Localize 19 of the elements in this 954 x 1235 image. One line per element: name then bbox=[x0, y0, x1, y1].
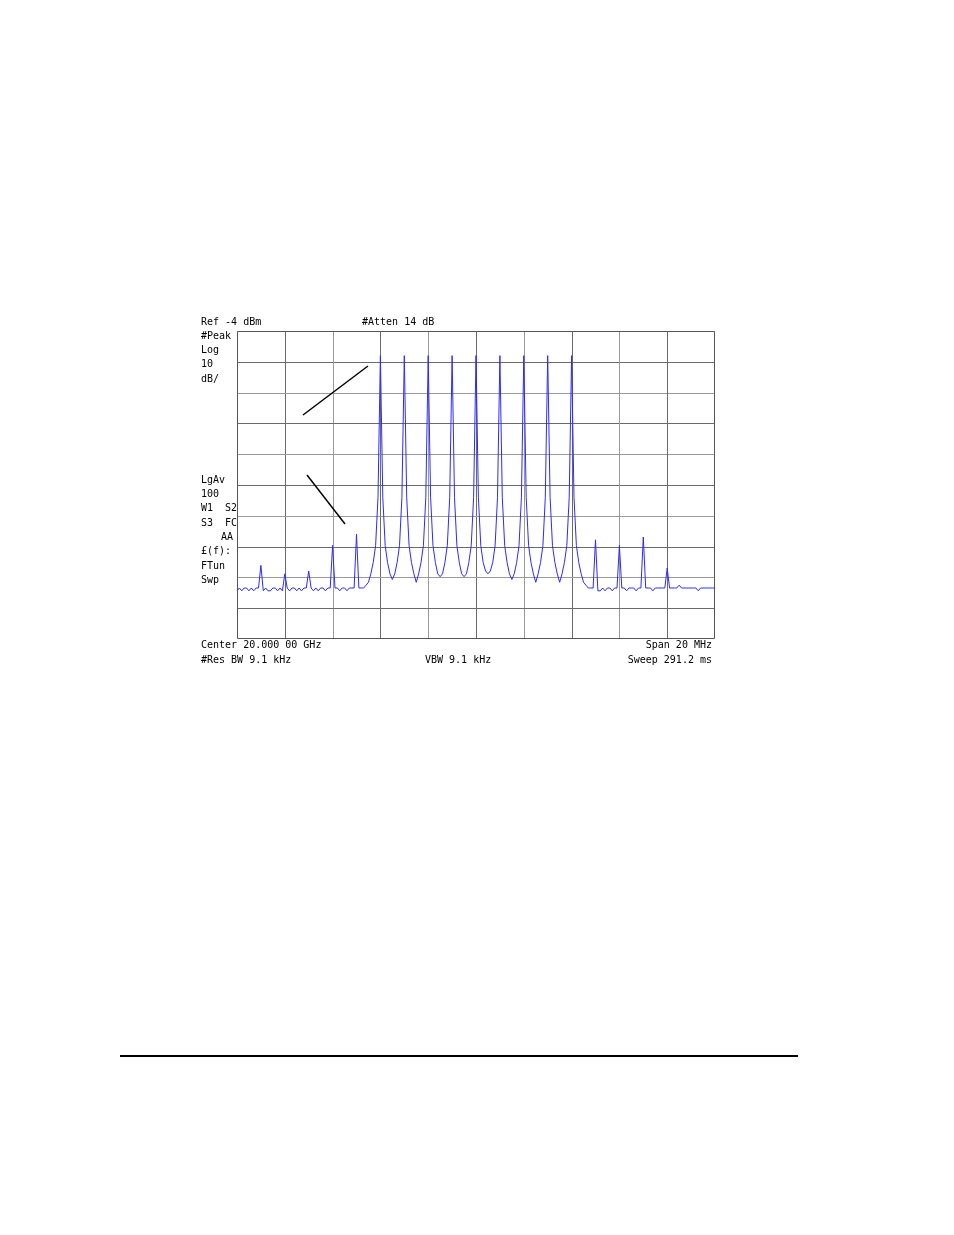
annotation: W1 S2 bbox=[201, 502, 238, 514]
text: LgAv bbox=[201, 474, 226, 486]
text: FTun bbox=[201, 560, 226, 572]
text: #Peak bbox=[201, 330, 232, 342]
text: Swp bbox=[201, 574, 220, 586]
text: AA bbox=[221, 531, 234, 543]
text: VBW 9.1 kHz bbox=[425, 654, 492, 666]
text: Center 20.000 00 GHz bbox=[201, 639, 322, 651]
text: Span 20 MHz bbox=[645, 639, 712, 651]
text: 100 bbox=[201, 488, 220, 500]
text: #Atten 14 dB bbox=[362, 316, 435, 328]
text: #Res BW 9.1 kHz bbox=[201, 654, 292, 666]
text: dB/ bbox=[201, 373, 220, 385]
text: Sweep 291.2 ms bbox=[627, 654, 712, 666]
annotation: S3 FC bbox=[201, 517, 238, 529]
text: Ref -4 dBm bbox=[201, 316, 262, 328]
text: 10 bbox=[201, 358, 214, 370]
text: Log bbox=[201, 344, 220, 356]
text: £(f): bbox=[201, 545, 232, 557]
